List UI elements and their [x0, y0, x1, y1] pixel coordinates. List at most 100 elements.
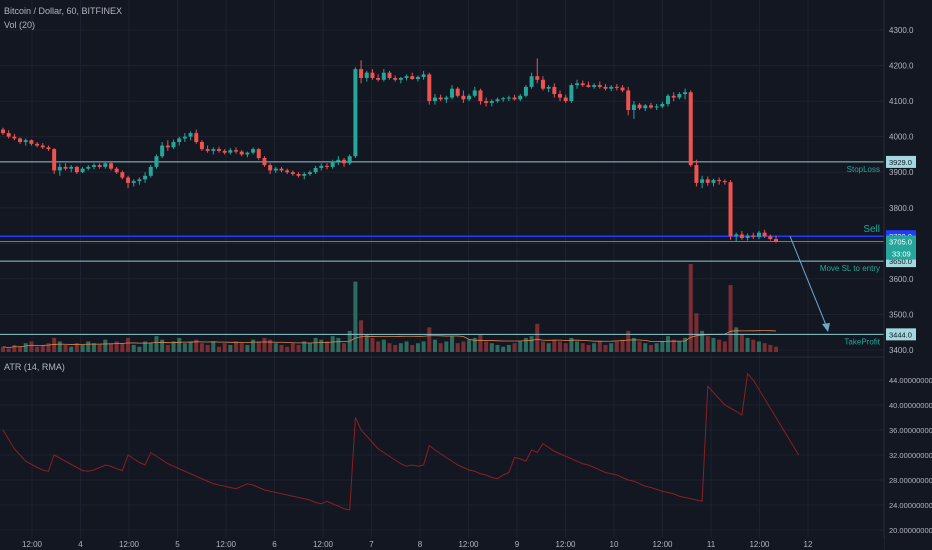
candle-body: [558, 94, 563, 98]
candle-body: [467, 95, 472, 100]
time-tick-label: 12:00: [216, 540, 237, 549]
volume-bar: [620, 339, 625, 352]
volume-bar: [103, 339, 108, 352]
candle-body: [171, 142, 176, 148]
candle-body: [535, 76, 540, 80]
projection-arrow: [789, 236, 830, 332]
volume-bar: [415, 343, 420, 352]
volume-bar: [461, 341, 466, 352]
candle-body: [148, 166, 153, 176]
candle-body: [506, 97, 511, 99]
volume-bar: [165, 344, 170, 352]
volume-bar: [279, 344, 284, 352]
volume-bar: [404, 341, 409, 352]
volume-bar: [330, 336, 335, 352]
volume-bar: [52, 337, 57, 352]
candle-body: [614, 86, 619, 88]
candle-body: [546, 86, 551, 89]
candle-body: [216, 149, 221, 151]
volume-bar: [148, 343, 153, 352]
price-tick-label: 4000.0: [889, 133, 914, 142]
time-tick-label: 12:00: [22, 540, 43, 549]
volume-bar: [609, 343, 614, 352]
atr-line: [2, 372, 800, 511]
volume-bar: [540, 341, 545, 352]
volume-bar: [35, 346, 40, 352]
candle-body: [131, 181, 136, 183]
volume-bar: [421, 341, 426, 352]
volume-bar: [63, 344, 68, 352]
volume-bar: [518, 341, 523, 352]
volume-bar: [194, 339, 199, 352]
volume-bar: [427, 327, 432, 352]
candle-body: [461, 95, 466, 100]
volume-bar: [552, 339, 557, 352]
price-tick-label: 3500.0: [889, 310, 914, 319]
candle-body: [103, 163, 108, 167]
volume-bar: [711, 337, 716, 352]
time-tick-label: 12:00: [119, 540, 140, 549]
candle-body: [307, 172, 312, 174]
level-axis-label: 3929.0: [889, 158, 912, 167]
candle-body: [154, 156, 159, 167]
volume-bar: [91, 343, 96, 352]
candle-body: [364, 72, 369, 78]
candle-body: [671, 95, 676, 98]
volume-bar: [637, 341, 642, 352]
candle-body: [188, 133, 193, 137]
level-axis-badge: [886, 328, 916, 341]
candle-body: [648, 105, 653, 108]
volume-bar: [120, 343, 125, 352]
candle-body: [745, 235, 750, 238]
candle-body: [91, 165, 96, 167]
volume-bar: [80, 344, 85, 352]
volume-bar: [489, 343, 494, 352]
candle-body: [523, 86, 528, 96]
candle-body: [762, 232, 767, 237]
candle-body: [722, 181, 727, 183]
volume-bar: [751, 339, 756, 352]
candle-body: [580, 83, 585, 86]
candle-body: [728, 182, 733, 237]
volume-bar: [342, 343, 347, 352]
candle-body: [330, 161, 335, 167]
volume-bar: [455, 343, 460, 352]
candle-body: [160, 145, 165, 157]
level-text: StopLoss: [847, 165, 880, 174]
atr-tick-label: 44.00000000: [889, 376, 932, 385]
candle-body: [228, 150, 233, 153]
volume-bar: [171, 341, 176, 352]
volume-bar: [410, 344, 415, 352]
candle-body: [63, 166, 68, 169]
candle-body: [586, 85, 591, 87]
candle-body: [575, 83, 580, 86]
candle-body: [57, 166, 62, 171]
symbol-title: Bitcoin / Dollar, 60, BITFINEX: [4, 6, 123, 16]
candle-body: [46, 147, 51, 150]
candle-body: [404, 76, 409, 78]
candle-body: [1, 129, 5, 134]
volume-bar: [370, 337, 375, 352]
candle-body: [239, 151, 244, 155]
candle-body: [387, 72, 392, 78]
candle-body: [381, 72, 386, 80]
candle-body: [432, 97, 437, 102]
candle-series: [1, 58, 778, 243]
candle-body: [398, 78, 403, 80]
candle-body: [592, 85, 597, 87]
candle-body: [450, 88, 455, 98]
volume-bar: [438, 343, 443, 352]
volume-bar: [6, 348, 11, 352]
candle-body: [205, 149, 210, 151]
candle-body: [569, 85, 574, 102]
candle-body: [484, 101, 489, 103]
volume-bar: [23, 343, 28, 352]
candle-body: [660, 103, 665, 107]
candle-body: [751, 235, 756, 237]
volume-bar: [239, 343, 244, 352]
candle-body: [768, 236, 773, 240]
time-tick-label: 5: [175, 540, 180, 549]
candle-body: [540, 79, 545, 89]
